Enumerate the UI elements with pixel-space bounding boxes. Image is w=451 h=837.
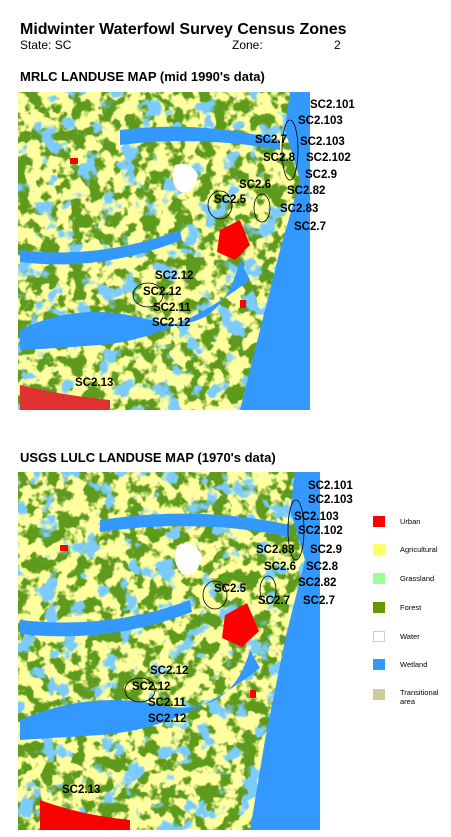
zone-label: SC2.8 [263,152,296,164]
zone-label: SC2.83 [256,544,294,556]
legend-swatch [373,573,385,584]
zone-outline [207,190,233,220]
legend-label: Grassland [400,574,434,583]
zone-label: SC2.11 [148,697,186,709]
zone-label: SC2.82 [287,185,325,197]
legend-label: Agricultural [400,545,438,554]
legend-label: Urban [400,517,420,526]
zone-label: SC2.101 [310,99,355,111]
zone-label: SC2.12 [143,286,181,298]
zone-label: SC2.7 [303,595,335,607]
zone-outline [132,282,164,308]
zone-label: SC2.103 [294,511,339,523]
zone-value: 2 [334,38,341,52]
zone-label: SC2.9 [310,544,342,556]
zone-label: SC2.12 [152,317,190,329]
zone-label: SC2.102 [306,152,351,164]
zone-label: SC2.5 [214,583,247,595]
page-title: Midwinter Waterfowl Survey Census Zones [20,21,347,38]
zone-label: SC2.6 [264,561,296,573]
map [18,92,310,410]
zone-label: SC2.7 [255,134,287,146]
zone-label: SC2.12 [148,713,186,725]
zone-outline [287,499,305,561]
zone-label: SC2.7 [294,221,326,233]
zone-label: SC2.82 [298,577,336,589]
zone-label: SC2.8 [306,561,339,573]
legend-swatch [373,544,385,555]
legend-swatch [373,689,385,700]
zone-label: SC2.9 [305,169,337,181]
zone-label: SC2.12 [132,681,170,693]
zone-labels: SC2.101 SC2.103 SC2.103 SC2.102 SC2.83 S… [62,480,353,796]
zone-label: SC2.11 [153,302,191,314]
zone-label: SC2.103 [300,136,345,148]
zone-label: SC2.103 [298,115,343,127]
legend: Urban Agricultural Grassland Forest Wate… [373,516,439,706]
map-title: MRLC LANDUSE MAP (mid 1990's data) [20,69,265,84]
legend-swatch [373,516,385,527]
legend-swatch [373,602,385,613]
map-title: USGS LULC LANDUSE MAP (1970's data) [20,450,276,465]
zone-label: SC2.12 [150,665,188,677]
zone-label: SC2.13 [75,377,113,389]
zone-label: SC2.101 [308,480,353,492]
zone-label: SC2.103 [308,494,353,506]
zone-label: SC2.83 [280,203,318,215]
zone-label: SC2.12 [155,270,193,282]
legend-swatch [373,659,385,670]
legend-label: Forest [400,603,422,612]
legend-label-box: Transitional area [400,688,439,706]
zone-label: SC2.6 [239,179,271,191]
zone-outline [259,575,277,605]
zone-label: SC2.5 [214,194,247,206]
legend-label: Water [400,632,420,641]
legend-swatch [373,631,385,642]
zone-outline [124,677,156,703]
zone-labels: SC2.101 SC2.103 SC2.7 SC2.103 SC2.8 SC2.… [75,99,355,389]
zone-label: Zone: [232,38,263,52]
zone-outline [202,580,228,610]
map [18,472,320,830]
legend-label: Transitional area [400,688,439,706]
zone-outline [281,119,299,181]
zone-label: SC2.102 [298,525,343,537]
zone-outline [253,193,271,223]
state: State: SC [20,38,72,52]
zone-label: SC2.13 [62,784,100,796]
legend-label: Wetland [400,660,427,669]
zone-label: SC2.7 [258,595,290,607]
